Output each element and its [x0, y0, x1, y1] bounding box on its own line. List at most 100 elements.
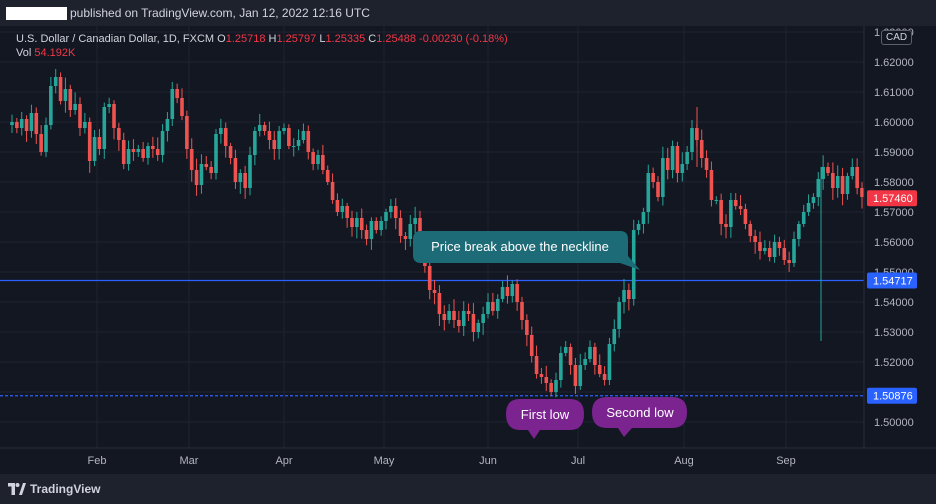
horizontal-lines: [0, 279, 864, 397]
candle-body: [238, 173, 243, 182]
candle-body: [777, 242, 782, 248]
candle-body: [389, 206, 393, 212]
neckline-callout-text: Price break above the neckline: [431, 239, 609, 254]
candle-body: [452, 311, 456, 320]
currency-badge[interactable]: CAD: [881, 30, 913, 45]
x-tick-label: Mar: [180, 455, 199, 467]
candle-body: [500, 287, 505, 299]
candle-body: [801, 212, 806, 224]
candle-body: [758, 242, 762, 251]
candle-body: [291, 146, 296, 147]
x-tick-label: Sep: [776, 455, 796, 467]
candle-body: [646, 173, 651, 212]
candle-body: [102, 107, 107, 149]
candle-body: [724, 224, 728, 227]
candle-body: [544, 377, 549, 383]
candle-body: [223, 128, 228, 146]
candle-body: [379, 221, 383, 230]
vol-label: Vol: [16, 47, 32, 59]
candle-body: [151, 146, 155, 149]
published-text: published on TradingView.com, Jan 12, 20…: [70, 6, 370, 20]
candle-body: [160, 131, 165, 155]
candle-body: [49, 86, 53, 125]
candle-body: [855, 167, 859, 188]
high-value: 1.25797: [276, 33, 317, 45]
candle-body: [126, 149, 131, 164]
candle-body: [699, 140, 704, 158]
candle-body: [617, 302, 621, 329]
candle-body: [393, 206, 398, 218]
tradingview-logo-icon: [8, 483, 26, 495]
symbol-name[interactable]: U.S. Dollar / Canadian Dollar, 1D, FXCM: [16, 33, 215, 45]
candle-body: [262, 125, 267, 131]
open-value: 1.25718: [225, 33, 266, 45]
candle-body: [495, 299, 500, 311]
price-badge: [867, 387, 917, 404]
volume-legend[interactable]: Vol 54.192K: [16, 47, 75, 59]
candle-body: [325, 170, 330, 182]
candle-body: [641, 212, 646, 224]
candle-body: [107, 104, 111, 107]
candle-body: [491, 302, 495, 311]
candle-body: [330, 182, 335, 200]
footer-bar: TradingView: [0, 474, 936, 504]
vol-value: 54.192K: [34, 47, 76, 59]
candle-body: [243, 173, 247, 188]
candle-body: [457, 320, 461, 326]
candle-body: [287, 128, 291, 146]
candle-body: [87, 122, 92, 161]
candle-body: [559, 353, 563, 380]
candle-body: [515, 284, 519, 302]
header-bar: published on TradingView.com, Jan 12, 20…: [0, 0, 936, 26]
candle-body: [486, 302, 490, 314]
candle-body: [165, 119, 170, 131]
candle-body: [117, 128, 121, 140]
candle-body: [525, 320, 529, 335]
x-tick-label: Apr: [275, 455, 292, 467]
candle-body: [121, 140, 126, 164]
candle-body: [850, 167, 855, 176]
tradingview-brand: TradingView: [30, 482, 101, 496]
candle-body: [199, 164, 204, 185]
candle-body: [704, 158, 709, 170]
y-tick-label: 1.50000: [874, 417, 914, 429]
candle-body: [374, 221, 379, 230]
y-tick-label: 1.54000: [874, 297, 914, 309]
candle-body: [447, 311, 451, 320]
candle-body: [675, 146, 680, 173]
candle-body: [578, 365, 583, 386]
y-tick-label: 1.59000: [874, 147, 914, 159]
candle-body: [403, 236, 408, 239]
candle-body: [185, 116, 189, 149]
candle-body: [141, 149, 145, 158]
redacted-username: [6, 7, 67, 20]
candle-body: [44, 125, 48, 152]
candle-body: [767, 248, 772, 257]
candle-body: [612, 329, 617, 344]
candle-body: [661, 158, 665, 197]
candle-body: [29, 113, 34, 131]
y-tick-label: 1.56000: [874, 237, 914, 249]
tradingview-logo[interactable]: TradingView: [8, 482, 100, 496]
candle-body: [753, 236, 757, 242]
candle-body: [19, 119, 24, 128]
candle-body: [39, 134, 43, 152]
candle-body: [131, 149, 136, 152]
candle-body: [413, 218, 417, 224]
candle-body: [437, 293, 442, 314]
candle-body: [97, 137, 102, 149]
y-tick-label: 1.57000: [874, 207, 914, 219]
candle-body: [170, 89, 175, 119]
candle-body: [466, 311, 471, 314]
y-tick-label: 1.53000: [874, 327, 914, 339]
first-low-callout: [506, 399, 584, 439]
candle-body: [321, 155, 325, 170]
candle-body: [15, 122, 19, 128]
candle-body: [743, 209, 748, 224]
candle-body: [835, 176, 840, 188]
ohlc-legend[interactable]: U.S. Dollar / Canadian Dollar, 1D, FXCM …: [16, 33, 508, 45]
candle-body: [806, 203, 811, 212]
close-value: 1.25488: [376, 33, 416, 45]
candle-body: [714, 200, 719, 201]
